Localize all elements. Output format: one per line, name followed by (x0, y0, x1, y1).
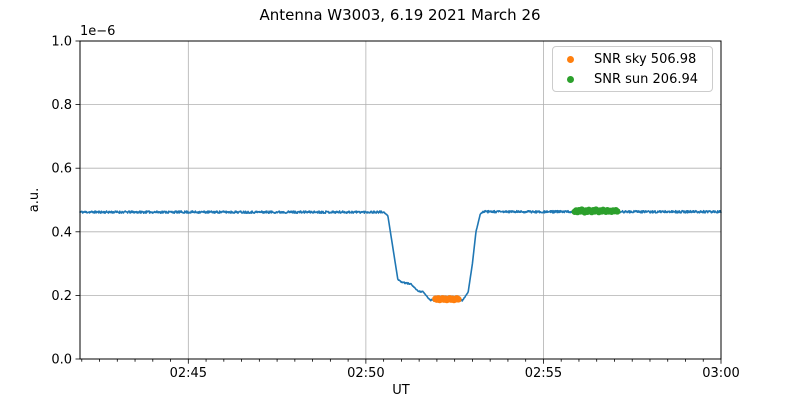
legend: SNR sky 506.98 SNR sun 206.94 (552, 46, 713, 92)
legend-label-snr-sun: SNR sun 206.94 (594, 71, 699, 87)
x-tick-label: 02:45 (170, 366, 207, 381)
x-tick-label: 02:50 (347, 366, 384, 381)
y-axis-offset-label: 1e−6 (80, 24, 115, 39)
y-tick-label: 0.4 (51, 225, 72, 240)
signal-line (79, 209, 722, 303)
x-axis-label: UT (392, 383, 410, 398)
legend-item-snr-sky: SNR sky 506.98 (567, 49, 704, 69)
y-tick-label: 0.6 (51, 162, 72, 177)
y-tick-label: 0.8 (51, 98, 72, 113)
y-tick-label: 0.2 (51, 289, 72, 304)
axis-layer: 0.0 0.2 0.4 0.6 0.8 1.0 02:45 02:50 02:55 03:00 (51, 35, 739, 382)
plot-border (79, 40, 722, 360)
data-layer (79, 206, 722, 304)
snr-sky-marker-icon (567, 55, 574, 63)
y-axis-label: a.u. (27, 188, 42, 212)
y-tick-label: 1.0 (51, 35, 72, 50)
scatter-point (454, 295, 462, 303)
x-tick-label: 02:55 (525, 366, 562, 381)
legend-item-snr-sun: SNR sun 206.94 (567, 69, 704, 89)
scatter-point (614, 208, 621, 215)
y-tick-label: 0.0 (51, 353, 72, 368)
snr-sun-marker-icon (567, 75, 574, 83)
legend-label-snr-sky: SNR sky 506.98 (594, 51, 697, 67)
chart-title: Antenna W3003, 6.19 2021 March 26 (259, 6, 540, 24)
x-tick-label: 03:00 (702, 366, 739, 381)
